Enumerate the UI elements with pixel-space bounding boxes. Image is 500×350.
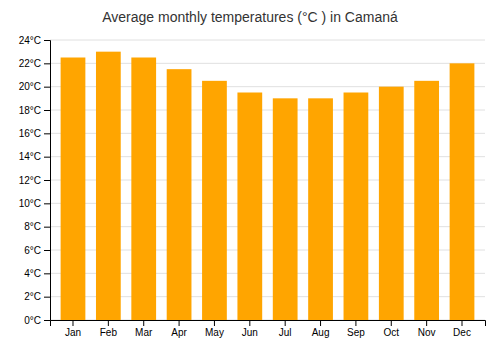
bar xyxy=(308,98,333,320)
tick: 14°C xyxy=(19,151,50,162)
tick: 6°C xyxy=(24,245,50,256)
bar xyxy=(167,69,192,320)
tick-mark xyxy=(44,87,50,88)
tick-mark xyxy=(44,110,50,111)
tick-label: 2°C xyxy=(24,291,41,302)
tick: 20°C xyxy=(19,81,50,92)
tick-label: 16°C xyxy=(19,128,41,139)
bar xyxy=(379,87,404,320)
tick: Nov xyxy=(418,320,436,338)
tick-label: 24°C xyxy=(19,35,41,46)
tick-mark xyxy=(44,133,50,134)
tick-mark xyxy=(108,320,109,326)
tick-mark xyxy=(44,320,50,321)
tick-mark xyxy=(391,320,392,326)
chart: 0°C 2°C 4°C 6°C 8°C 10°C 12°C 14°C 16°C 18°C 20°C 2… xyxy=(0,0,500,350)
tick-label: Sep xyxy=(347,327,365,338)
tick: 4°C xyxy=(24,268,50,279)
tick-mark xyxy=(72,320,73,326)
grid xyxy=(50,40,485,320)
x-axis: Jan Feb Mar Apr May Jun Jul Aug Sep Oct Nov Dec xyxy=(51,320,486,338)
tick-mark xyxy=(44,157,50,158)
y-axis: 0°C 2°C 4°C 6°C 8°C 10°C 12°C 14°C 16°C 18°C 20°C 2… xyxy=(19,35,51,326)
tick: 12°C xyxy=(19,175,50,186)
tick-label: Nov xyxy=(418,327,436,338)
tick-label: Apr xyxy=(171,327,187,338)
axis-line xyxy=(51,321,486,327)
tick-label: Feb xyxy=(100,327,118,338)
tick: Dec xyxy=(453,320,471,338)
tick: Aug xyxy=(312,320,330,338)
bars xyxy=(61,52,475,320)
tick-mark xyxy=(320,320,321,326)
tick: Oct xyxy=(383,320,399,338)
tick-mark xyxy=(44,63,50,64)
tick-label: May xyxy=(205,327,224,338)
tick-mark xyxy=(214,320,215,326)
tick-label: 0°C xyxy=(24,315,41,326)
tick-mark xyxy=(355,320,356,326)
tick-mark xyxy=(44,250,50,251)
tick-label: 14°C xyxy=(19,151,41,162)
tick: Sep xyxy=(347,320,365,338)
tick: 18°C xyxy=(19,105,50,116)
grid-line xyxy=(50,40,485,41)
tick: Mar xyxy=(135,320,153,338)
bar xyxy=(202,81,227,320)
tick: Feb xyxy=(100,320,118,338)
tick-mark xyxy=(143,320,144,326)
tick-label: Jan xyxy=(65,327,81,338)
tick: 2°C xyxy=(24,291,50,302)
bar xyxy=(344,93,369,321)
tick-label: 4°C xyxy=(24,268,41,279)
plot-area: 0°C 2°C 4°C 6°C 8°C 10°C 12°C 14°C 16°C 18°C 20°C 2… xyxy=(19,35,486,338)
bar xyxy=(61,58,86,321)
tick: 16°C xyxy=(19,128,50,139)
tick: 24°C xyxy=(19,35,50,46)
tick: 8°C xyxy=(24,221,50,232)
tick-label: Dec xyxy=(453,327,471,338)
tick-mark xyxy=(44,273,50,274)
bar xyxy=(414,81,439,320)
tick-label: Jun xyxy=(242,327,258,338)
tick: Jan xyxy=(65,320,81,338)
tick-label: Jul xyxy=(279,327,292,338)
tick: Apr xyxy=(171,320,187,338)
tick: 22°C xyxy=(19,58,50,69)
tick-mark xyxy=(179,320,180,326)
tick-mark xyxy=(426,320,427,326)
tick-label: 20°C xyxy=(19,81,41,92)
bar xyxy=(131,58,156,321)
tick-mark xyxy=(462,320,463,326)
tick-mark xyxy=(44,40,50,41)
bar xyxy=(237,93,262,321)
tick-label: 12°C xyxy=(19,175,41,186)
tick: Jul xyxy=(279,320,292,338)
tick-mark xyxy=(249,320,250,326)
tick: May xyxy=(205,320,224,338)
tick-mark xyxy=(44,203,50,204)
title: Average monthly temperatures (°C ) in Ca… xyxy=(102,9,398,25)
tick-label: 18°C xyxy=(19,105,41,116)
bar xyxy=(96,52,121,320)
tick-label: Oct xyxy=(383,327,399,338)
tick: 10°C xyxy=(19,198,50,209)
tick-mark xyxy=(44,297,50,298)
tick-mark xyxy=(44,227,50,228)
tick-label: 6°C xyxy=(24,245,41,256)
tick-label: Mar xyxy=(135,327,153,338)
bar xyxy=(450,63,475,320)
tick-label: 22°C xyxy=(19,58,41,69)
tick-label: Aug xyxy=(312,327,330,338)
tick-mark xyxy=(285,320,286,326)
axis-line xyxy=(44,41,51,321)
tick-label: 8°C xyxy=(24,221,41,232)
tick: 0°C xyxy=(24,315,50,326)
tick-mark xyxy=(44,180,50,181)
tick: Jun xyxy=(242,320,258,338)
tick-label: 10°C xyxy=(19,198,41,209)
bar xyxy=(273,98,298,320)
